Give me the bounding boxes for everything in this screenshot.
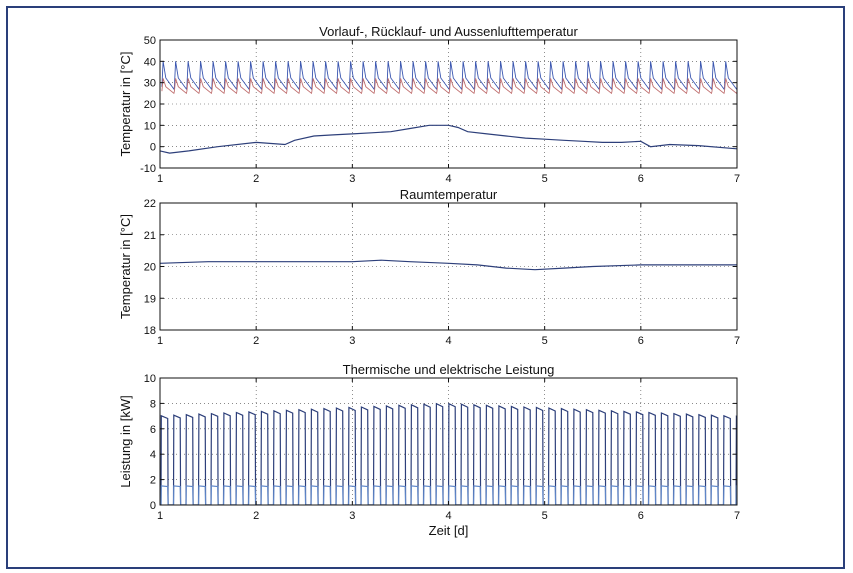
subplot-2: 1 2 3 4 5 6 7 18 19 20 21 22 Raumtemperatur Temperatu… bbox=[118, 187, 740, 347]
series-electrical-line bbox=[160, 485, 737, 505]
y-tick-label: 21 bbox=[144, 230, 156, 242]
plot-data bbox=[160, 259, 737, 271]
plot-data bbox=[160, 61, 737, 154]
series-supply-line bbox=[161, 61, 737, 91]
y-tick-label: 4 bbox=[150, 449, 156, 461]
y-tick-label: 8 bbox=[150, 398, 156, 410]
subplot-1: 1 2 3 4 5 6 7 -10 0 10 20 30 40 50 Vorlauf-, Rücklauf-… bbox=[118, 24, 740, 185]
y-tick-label: 18 bbox=[144, 325, 156, 337]
x-tick-label: 5 bbox=[542, 173, 548, 185]
x-tick-label: 6 bbox=[638, 173, 644, 185]
y-tick-label: 22 bbox=[144, 198, 156, 210]
x-tick-label: 5 bbox=[542, 335, 548, 347]
y-tick-label: 0 bbox=[150, 500, 156, 512]
y-tick-label: 50 bbox=[144, 35, 156, 47]
x-tick-label: 2 bbox=[253, 335, 259, 347]
y-tick-label: 2 bbox=[150, 475, 156, 487]
x-tick-label: 7 bbox=[734, 510, 740, 522]
x-tick-label: 2 bbox=[253, 173, 259, 185]
x-tick-label: 2 bbox=[253, 510, 259, 522]
x-axis-label: Zeit [d] bbox=[429, 523, 469, 538]
figure-frame: 1 2 3 4 5 6 7 -10 0 10 20 30 40 50 Vorlauf-, Rücklauf-… bbox=[6, 6, 845, 569]
y-tick-label: 0 bbox=[150, 142, 156, 154]
y-axis-label: Temperatur in [°C] bbox=[118, 52, 133, 157]
x-tick-label: 3 bbox=[349, 510, 355, 522]
y-tick-label: 10 bbox=[144, 120, 156, 132]
x-tick-label: 3 bbox=[349, 173, 355, 185]
y-tick-label: 40 bbox=[144, 56, 156, 68]
x-tick-label: 1 bbox=[157, 510, 163, 522]
subplot-title: Vorlauf-, Rücklauf- und Aussenlufttemper… bbox=[319, 24, 578, 39]
y-tick-label: 30 bbox=[144, 78, 156, 90]
series-outdoor-line bbox=[160, 124, 737, 154]
x-tick-label: 7 bbox=[734, 173, 740, 185]
plot-data bbox=[160, 402, 737, 505]
x-tick-label: 3 bbox=[349, 335, 355, 347]
subplot-title: Thermische und elektrische Leistung bbox=[343, 362, 555, 377]
y-tick-label: 20 bbox=[144, 262, 156, 274]
series-return-line bbox=[161, 78, 737, 95]
y-tick-label: 10 bbox=[144, 373, 156, 385]
x-tick-label: 4 bbox=[445, 335, 451, 347]
subplot-title: Raumtemperatur bbox=[400, 187, 498, 202]
x-tick-label: 5 bbox=[542, 510, 548, 522]
y-tick-label: 19 bbox=[144, 293, 156, 305]
x-tick-label: 4 bbox=[445, 173, 451, 185]
y-tick-label: -10 bbox=[140, 163, 156, 175]
x-tick-label: 1 bbox=[157, 335, 163, 347]
y-axis-label: Leistung in [kW] bbox=[118, 395, 133, 488]
y-axis-label: Temperatur in [°C] bbox=[118, 214, 133, 319]
subplot-3: 1 2 3 4 5 6 7 0 2 4 6 8 10 Thermische und elektrische… bbox=[118, 362, 740, 538]
x-tick-label: 7 bbox=[734, 335, 740, 347]
series-room-line bbox=[160, 259, 737, 271]
x-tick-label: 4 bbox=[445, 510, 451, 522]
x-tick-label: 1 bbox=[157, 173, 163, 185]
y-tick-label: 6 bbox=[150, 424, 156, 436]
y-tick-label: 20 bbox=[144, 99, 156, 111]
x-tick-label: 6 bbox=[638, 510, 644, 522]
x-tick-label: 6 bbox=[638, 335, 644, 347]
